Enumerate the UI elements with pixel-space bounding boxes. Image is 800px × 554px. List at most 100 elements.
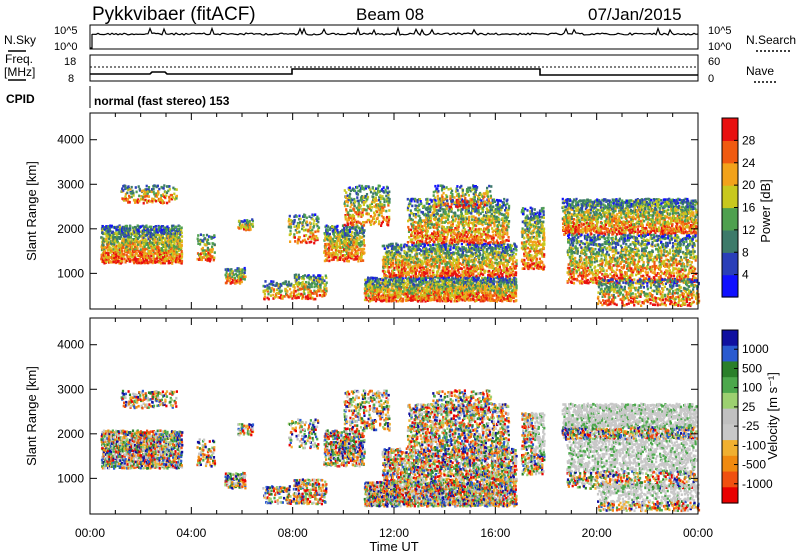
echo-cell <box>404 264 406 267</box>
echo-cell <box>422 228 424 231</box>
echo-cell <box>409 254 411 257</box>
echo-cell <box>388 209 390 212</box>
echo-cell <box>207 238 209 241</box>
echo-cell <box>414 232 416 235</box>
echo-cell <box>326 282 328 285</box>
echo-cell <box>129 201 131 204</box>
echo-cell <box>101 256 103 259</box>
echo-cell <box>476 250 478 253</box>
echo-cell <box>313 292 315 295</box>
echo-cell <box>201 259 203 262</box>
echo-cell <box>181 239 183 242</box>
echo-cell <box>289 288 291 291</box>
echo-cell <box>291 295 293 298</box>
echo-cell <box>264 295 266 298</box>
echo-cell <box>276 292 278 295</box>
echo-cell <box>349 230 351 233</box>
echo-cell <box>286 290 288 293</box>
echo-cell <box>244 275 246 278</box>
echo-cell <box>291 297 293 300</box>
echo-cell <box>391 293 393 296</box>
echo-cell <box>166 202 168 205</box>
echo-cell <box>372 187 374 190</box>
echo-cell <box>344 224 346 227</box>
echo-cell <box>511 245 513 248</box>
echo-cell <box>160 197 162 200</box>
echo-cell <box>327 229 329 232</box>
echo-cell <box>387 187 389 190</box>
echo-cell <box>406 255 408 258</box>
echo-cell <box>290 222 292 225</box>
echo-cell <box>394 252 396 255</box>
echo-cell <box>430 247 432 250</box>
echo-cell <box>407 266 409 269</box>
echo-cell <box>383 204 385 207</box>
echo-cell <box>140 198 142 201</box>
echo-cell <box>127 185 129 188</box>
echo-cell <box>420 202 422 205</box>
echo-cell <box>448 270 450 273</box>
echo-cell <box>344 254 346 257</box>
echo-cell <box>386 300 388 303</box>
echo-cell <box>289 230 291 233</box>
echo-cell <box>379 194 381 197</box>
echo-cell <box>397 300 399 303</box>
echo-cell <box>515 278 517 281</box>
echo-cell <box>424 244 426 247</box>
echo-cell <box>303 293 305 296</box>
echo-cell <box>313 242 315 245</box>
echo-cell <box>207 249 209 252</box>
echo-cell <box>294 240 296 243</box>
echo-cell <box>415 221 417 224</box>
echo-cell <box>264 285 266 288</box>
echo-cell <box>305 281 307 284</box>
nsky-tick-bottom: 10^0 <box>54 41 78 53</box>
echo-cell <box>358 238 360 241</box>
echo-cell <box>325 287 327 290</box>
echo-cell <box>166 232 168 235</box>
echo-cell <box>515 299 517 302</box>
echo-cell <box>388 266 390 269</box>
echo-cell <box>515 271 517 274</box>
echo-cell <box>312 233 314 236</box>
echo-cell <box>456 274 458 277</box>
echo-cell <box>298 274 300 277</box>
cpid-label: CPID <box>6 92 35 106</box>
echo-cell <box>306 217 308 220</box>
echo-cell <box>438 264 440 267</box>
echo-cell <box>106 246 108 249</box>
echo-cell <box>173 193 175 196</box>
echo-cell <box>484 270 486 273</box>
echo-cell <box>355 223 357 226</box>
echo-cell <box>231 270 233 273</box>
nsky-tick-top: 10^5 <box>54 25 78 37</box>
echo-cell <box>200 233 202 236</box>
echo-cell <box>122 189 124 192</box>
echo-cell <box>162 249 164 252</box>
echo-cell <box>411 238 413 241</box>
echo-cell <box>345 191 347 194</box>
echo-cell <box>388 300 390 303</box>
echo-cell <box>306 224 308 227</box>
echo-cell <box>360 205 362 208</box>
echo-cell <box>294 286 296 289</box>
echo-cell <box>294 219 296 222</box>
echo-cell <box>422 243 424 246</box>
echo-cell <box>241 281 243 284</box>
echo-cell <box>264 298 266 301</box>
echo-cell <box>354 200 356 203</box>
echo-cell <box>242 268 244 271</box>
echo-cell <box>362 259 364 262</box>
echo-cell <box>406 244 408 247</box>
echo-cell <box>314 238 316 241</box>
echo-cell <box>290 291 292 294</box>
echo-cell <box>281 290 283 293</box>
echo-cell <box>171 194 173 197</box>
echo-cell <box>363 239 365 242</box>
echo-cell <box>140 259 142 262</box>
echo-cell <box>343 227 345 230</box>
echo-cell <box>345 240 347 243</box>
echo-cell <box>303 226 305 229</box>
echo-cell <box>264 293 266 296</box>
cpid-text: normal (fast stereo) 153 <box>94 94 230 108</box>
